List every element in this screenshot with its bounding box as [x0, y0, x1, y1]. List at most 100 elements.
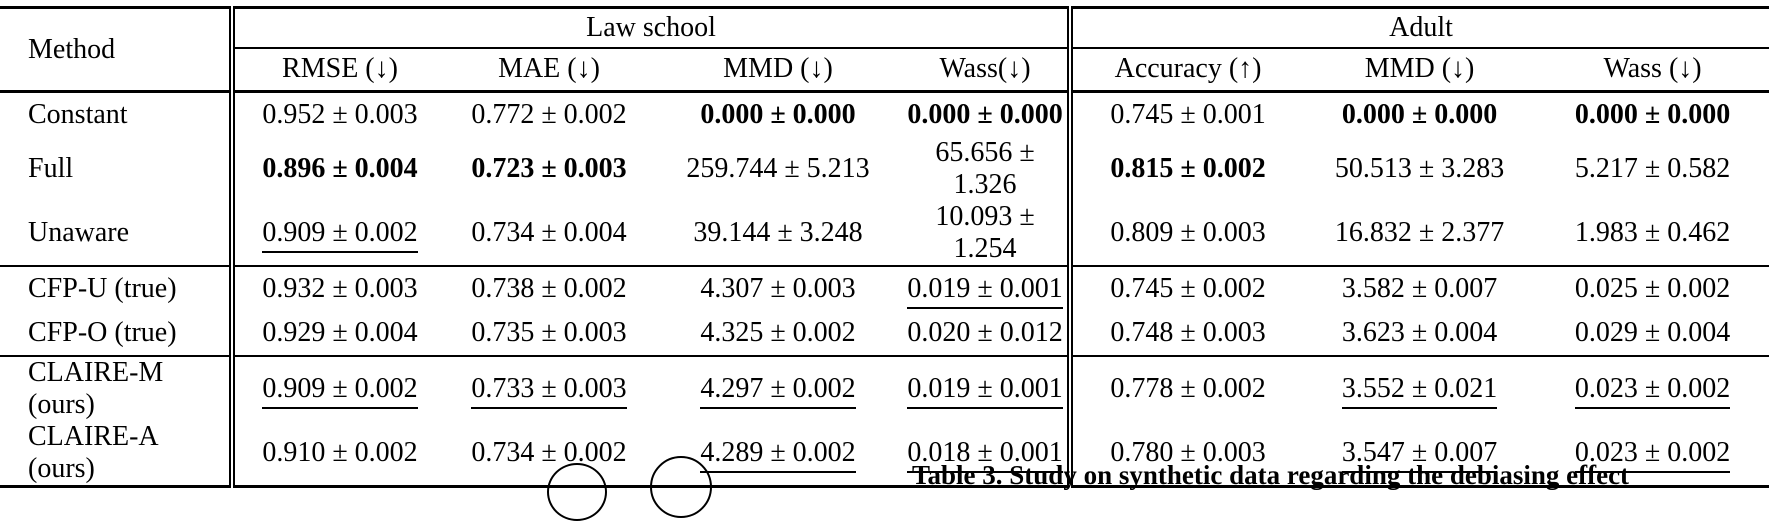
column-header-wass-law: Wass(↓): [903, 47, 1071, 93]
metric-value: 0.745 ± 0.002: [1110, 272, 1266, 304]
method-cell: Constant: [28, 98, 128, 130]
metric-header-row: RMSE (↓) MAE (↓) MMD (↓) Wass(↓) Accurac…: [0, 47, 1769, 93]
value-cell: 5.217 ± 0.582: [1536, 137, 1769, 201]
metric-value: 16.832 ± 2.377: [1334, 216, 1505, 248]
metric-value: 65.656 ± 1.326: [935, 136, 1035, 200]
metric-value: 3.623 ± 0.004: [1341, 316, 1498, 348]
metric-value: 5.217 ± 0.582: [1574, 152, 1731, 184]
value-cell: 65.656 ± 1.326: [903, 137, 1070, 201]
value-cell: 0.023 ± 0.002: [1536, 354, 1769, 421]
metric-value: 0.019 ± 0.001: [907, 372, 1063, 409]
metric-value: 39.144 ± 3.248: [693, 216, 863, 248]
column-header-mmd-law: MMD (↓): [653, 47, 903, 93]
value-cell: 0.778 ± 0.002: [1067, 354, 1304, 421]
group-header-row: Method Law school Adult: [0, 7, 1769, 93]
value-cell: 0.738 ± 0.002: [445, 264, 653, 311]
metric-value: 0.019 ± 0.001: [907, 272, 1063, 309]
value-cell: 0.932 ± 0.003: [229, 264, 445, 311]
metric-value: 0.734 ± 0.004: [471, 216, 627, 248]
value-cell: 4.297 ± 0.002: [653, 354, 903, 421]
metric-value: 0.929 ± 0.004: [262, 316, 418, 348]
column-header-mmd-adult: MMD (↓): [1303, 47, 1537, 93]
metric-value: 3.547 ± 0.007: [1341, 436, 1498, 473]
metric-value: 0.734 ± 0.002: [471, 436, 627, 468]
value-cell: 4.289 ± 0.002: [653, 421, 903, 487]
metric-value: 0.000 ± 0.000: [1341, 98, 1498, 130]
table-row: Unaware 0.909 ± 0.002 0.734 ± 0.004 39.144 …: [0, 200, 1769, 266]
table-row: Full 0.896 ± 0.004 0.723 ± 0.003 259.744 ± …: [0, 136, 1769, 201]
metric-value: 0.910 ± 0.002: [262, 436, 418, 468]
value-cell: 0.000 ± 0.000: [1536, 92, 1769, 137]
value-cell: 0.000 ± 0.000: [1303, 92, 1536, 137]
value-cell: 0.809 ± 0.003: [1067, 200, 1304, 266]
metric-value: 0.023 ± 0.002: [1574, 372, 1731, 409]
value-cell: 0.734 ± 0.004: [445, 201, 653, 266]
column-header-method: Method: [0, 7, 232, 93]
metric-value: 1.983 ± 0.462: [1574, 216, 1731, 248]
column-header-accuracy: Accuracy (↑): [1067, 47, 1304, 93]
value-cell: 0.909 ± 0.002: [229, 354, 445, 421]
value-cell: 0.029 ± 0.004: [1536, 311, 1769, 356]
metric-value: 0.952 ± 0.003: [262, 98, 418, 130]
column-header-rmse: RMSE (↓): [229, 47, 445, 93]
group-header-law-school: Law school: [228, 7, 1071, 49]
value-cell: 0.723 ± 0.003: [445, 137, 653, 201]
value-cell: 39.144 ± 3.248: [653, 201, 903, 266]
value-cell: 0.735 ± 0.003: [445, 311, 653, 356]
metric-value: 0.748 ± 0.003: [1110, 316, 1266, 348]
value-cell: 0.019 ± 0.001: [903, 354, 1071, 421]
value-cell: 0.745 ± 0.001: [1067, 91, 1304, 137]
value-cell: 0.019 ± 0.001: [903, 264, 1071, 311]
value-cell: 4.307 ± 0.003: [653, 264, 903, 311]
value-cell: 0.025 ± 0.002: [1536, 264, 1769, 311]
metric-value: 0.909 ± 0.002: [262, 216, 418, 253]
method-cell: CFP-O (true): [28, 316, 177, 348]
value-cell: 0.745 ± 0.002: [1067, 264, 1304, 311]
value-cell: 0.000 ± 0.000: [653, 92, 903, 137]
value-cell: 3.582 ± 0.007: [1303, 264, 1537, 311]
metric-value: 0.932 ± 0.003: [262, 272, 418, 304]
metric-value: 0.000 ± 0.000: [1574, 98, 1731, 130]
method-cell: Unaware: [28, 216, 130, 248]
value-cell: 0.815 ± 0.002: [1067, 136, 1304, 201]
column-header-mae: MAE (↓): [445, 47, 653, 93]
value-cell: 16.832 ± 2.377: [1303, 201, 1536, 266]
metric-value: 0.809 ± 0.003: [1110, 216, 1266, 248]
table-row: Constant 0.952 ± 0.003 0.772 ± 0.002 0.000 …: [0, 91, 1769, 137]
metric-value: 0.020 ± 0.012: [907, 316, 1063, 348]
method-cell: CFP-U (true): [0, 264, 232, 311]
table-row: CFP-U (true) 0.932 ± 0.003 0.738 ± 0.002 4.…: [0, 264, 1769, 311]
metric-value: 4.289 ± 0.002: [700, 436, 856, 473]
metric-value: 259.744 ± 5.213: [686, 152, 870, 184]
value-cell: 3.623 ± 0.004: [1303, 311, 1536, 356]
value-cell: 0.772 ± 0.002: [445, 92, 653, 137]
method-cell: CLAIRE-A (ours): [28, 420, 158, 484]
value-cell: 0.733 ± 0.003: [445, 354, 653, 421]
value-cell: 10.093 ± 1.254: [903, 201, 1070, 266]
metric-value: 4.307 ± 0.003: [700, 272, 856, 304]
node-circle-icon: [547, 463, 607, 521]
metric-value: 0.780 ± 0.003: [1110, 436, 1266, 468]
value-cell: 0.018 ± 0.001: [903, 421, 1070, 487]
value-cell: 1.983 ± 0.462: [1536, 201, 1769, 266]
value-cell: 0.020 ± 0.012: [903, 311, 1070, 356]
value-cell: 0.909 ± 0.002: [229, 200, 445, 266]
value-cell: 0.023 ± 0.002: [1536, 421, 1769, 487]
metric-value: 0.018 ± 0.001: [907, 436, 1063, 473]
metric-value: 0.733 ± 0.003: [471, 372, 627, 409]
metric-value: 0.815 ± 0.002: [1110, 152, 1266, 184]
metric-value: 0.738 ± 0.002: [471, 272, 627, 304]
value-cell: 0.929 ± 0.004: [229, 310, 445, 356]
metric-value: 0.023 ± 0.002: [1574, 436, 1731, 473]
metric-value: 3.582 ± 0.007: [1341, 272, 1498, 304]
column-header-wass-adult: Wass (↓): [1536, 47, 1769, 93]
value-cell: 0.896 ± 0.004: [229, 136, 445, 201]
metric-value: 0.745 ± 0.001: [1110, 98, 1266, 130]
results-table: Method Law school Adult RMSE (↓) MAE (↓)…: [0, 6, 1769, 488]
value-cell: 0.734 ± 0.002: [445, 421, 653, 487]
metric-value: 0.772 ± 0.002: [471, 98, 627, 130]
metric-value: 4.297 ± 0.002: [700, 372, 856, 409]
metric-value: 0.735 ± 0.003: [471, 316, 627, 348]
value-cell: 50.513 ± 3.283: [1303, 137, 1536, 201]
value-cell: 3.547 ± 0.007: [1303, 421, 1536, 487]
